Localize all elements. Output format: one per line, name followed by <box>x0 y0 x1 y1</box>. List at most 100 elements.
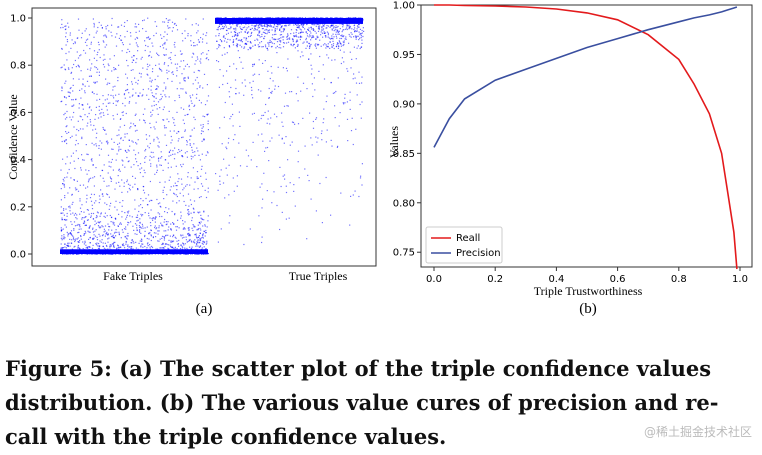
scatter-point-true <box>277 85 280 88</box>
scatter-point-true <box>302 117 304 119</box>
scatter-point-fake <box>61 140 63 143</box>
scatter-point-true <box>250 28 252 30</box>
scatter-point-true <box>359 28 361 30</box>
scatter-point-fake <box>172 241 174 243</box>
scatter-point-fake <box>201 130 203 132</box>
scatter-point-fake <box>71 105 73 107</box>
scatter-point-fake <box>140 238 143 240</box>
scatter-point-true <box>238 111 240 113</box>
scatter-point-true <box>218 33 220 35</box>
scatter-point-fake <box>207 123 209 125</box>
scatter-point-fake <box>80 116 82 118</box>
scatter-point-fake <box>158 230 160 232</box>
scatter-point-true <box>249 48 252 50</box>
scatter-point-true <box>287 33 289 35</box>
legend-label-recall: Reall <box>456 233 480 244</box>
scatter-point-fake <box>61 217 63 219</box>
scatter-point-fake <box>74 59 76 62</box>
scatter-point-fake <box>144 161 146 163</box>
scatter-point-fake <box>78 130 80 132</box>
scatter-point-fake <box>153 126 155 128</box>
scatter-point-fake <box>121 191 123 193</box>
scatter-point-true <box>228 194 230 196</box>
scatter-point-fake <box>60 199 62 201</box>
scatter-point-true <box>340 45 342 47</box>
scatter-point-fake <box>140 76 142 78</box>
scatter-point-fake <box>154 225 156 227</box>
scatter-point-fake <box>106 140 108 142</box>
scatter-point-true <box>257 89 260 91</box>
scatter-point-fake <box>90 124 92 126</box>
scatter-point-fake <box>180 60 182 62</box>
scatter-point-fake <box>171 30 173 32</box>
scatter-point-fake <box>173 193 176 195</box>
scatter-point-fake <box>131 140 133 142</box>
scatter-point-true <box>336 30 339 32</box>
scatter-point-true <box>275 25 277 28</box>
scatter-point-fake <box>201 41 204 43</box>
scatter-point-fake <box>141 56 143 58</box>
scatter-point-fake <box>162 191 164 193</box>
scatter-point-fake <box>84 230 86 232</box>
scatter-point-fake <box>61 87 63 89</box>
scatter-point-true <box>337 25 339 28</box>
scatter-point-fake <box>198 154 200 156</box>
scatter-point-true <box>218 86 220 88</box>
scatter-point-fake <box>175 165 177 167</box>
scatter-point-fake <box>73 111 75 114</box>
scatter-point-true <box>276 52 278 54</box>
scatter-point-true <box>330 82 332 84</box>
scatter-point-true <box>344 97 346 99</box>
scatter-point-fake <box>174 213 176 215</box>
scatter-point-fake <box>72 99 74 101</box>
scatter-point-fake <box>65 28 67 30</box>
scatter-point-fake <box>84 224 86 226</box>
scatter-point-true <box>262 114 265 116</box>
scatter-point-fake <box>71 99 73 101</box>
scatter-point-fake <box>202 87 204 89</box>
scatter-point-fake <box>169 235 171 237</box>
scatter-point-true <box>281 112 283 114</box>
scatter-point-fake <box>149 244 151 246</box>
y-tick-label: 0.80 <box>393 198 415 209</box>
scatter-point-fake <box>61 219 63 221</box>
scatter-point-fake <box>132 186 134 188</box>
scatter-point-true <box>331 28 333 30</box>
scatter-point-fake <box>124 21 126 24</box>
scatter-point-true <box>269 24 271 26</box>
scatter-point-true <box>272 38 274 40</box>
scatter-point-fake <box>122 111 124 113</box>
scatter-point-true <box>254 39 256 41</box>
scatter-point-true <box>218 25 220 27</box>
scatter-point-fake <box>78 66 80 68</box>
scatter-point-fake <box>154 21 156 23</box>
scatter-point-true <box>310 53 312 55</box>
scatter-point-fake <box>126 59 128 62</box>
scatter-point-true <box>331 37 333 39</box>
scatter-point-fake <box>149 248 151 250</box>
scatter-point-fake <box>77 223 79 226</box>
scatter-point-fake <box>84 92 86 94</box>
scatter-point-true <box>246 165 248 167</box>
scatter-point-fake <box>71 239 73 241</box>
scatter-point-true <box>338 40 340 42</box>
scatter-point-true <box>267 110 269 112</box>
scatter-point-true <box>236 185 238 187</box>
scatter-point-fake <box>60 206 62 208</box>
scatter-point-fake <box>60 67 62 69</box>
scatter-point-true <box>350 195 352 197</box>
scatter-point-fake <box>174 100 176 102</box>
scatter-point-fake <box>115 235 117 237</box>
scatter-point-true <box>216 48 218 50</box>
scatter-point-fake <box>87 186 89 188</box>
scatter-point-fake <box>100 112 102 114</box>
scatter-point-fake <box>196 147 198 149</box>
scatter-point-fake <box>127 212 129 214</box>
scatter-point-fake <box>101 225 103 227</box>
scatter-point-fake <box>63 214 65 216</box>
scatter-point-fake <box>80 228 82 230</box>
scatter-point-fake <box>115 159 117 161</box>
y-tick-label: 1.00 <box>393 1 415 12</box>
scatter-point-true <box>253 29 255 31</box>
scatter-point-fake <box>90 41 92 43</box>
